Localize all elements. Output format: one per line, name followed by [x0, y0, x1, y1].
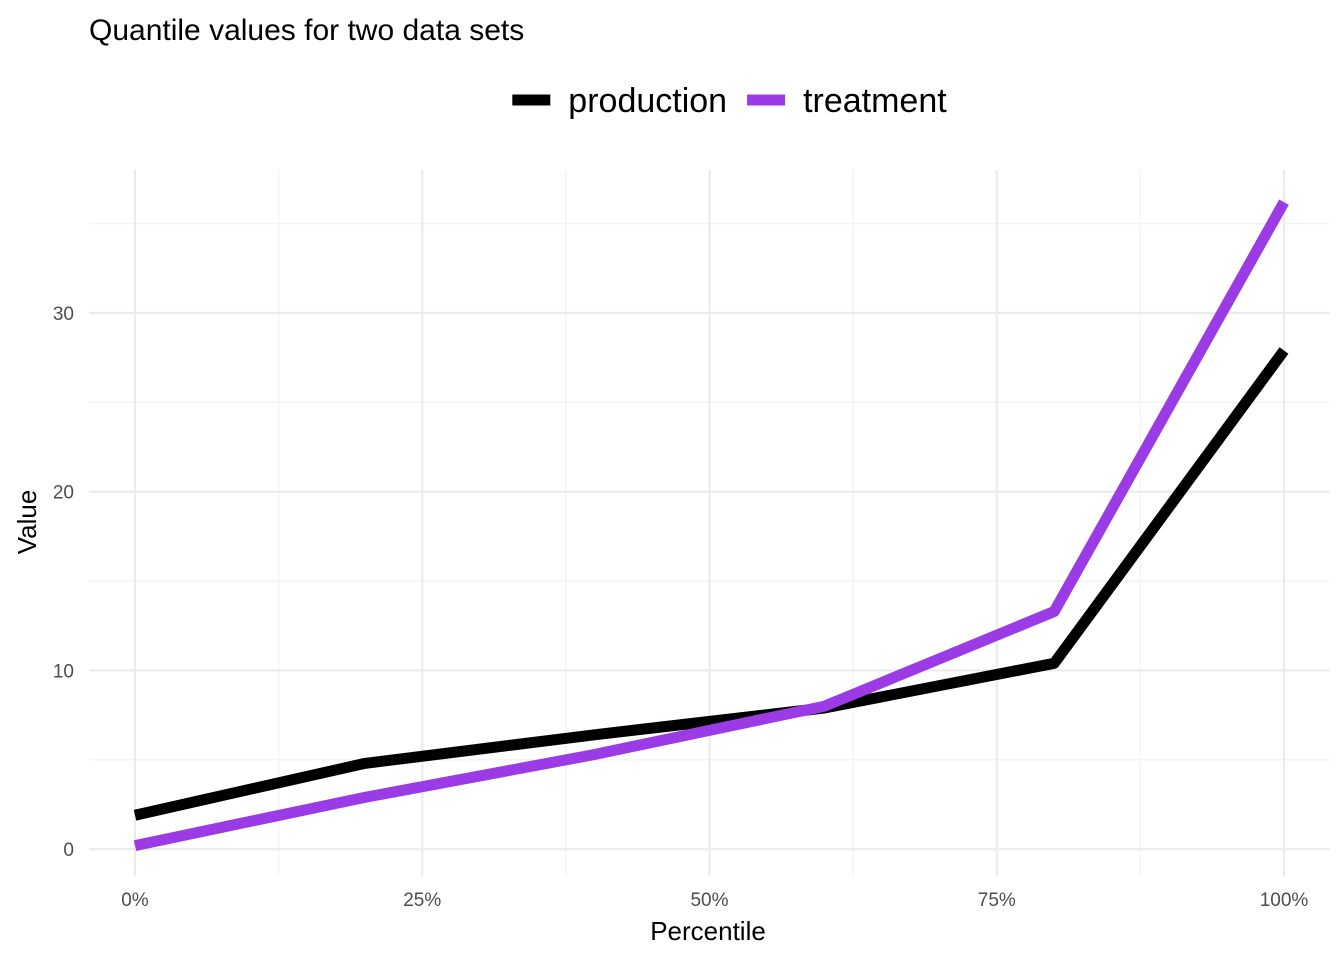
x-tick-label: 100%	[1260, 890, 1309, 911]
legend-label-treatment: treatment	[803, 82, 947, 120]
x-axis-title: Percentile	[650, 916, 766, 946]
series-lines	[133, 199, 1289, 851]
y-tick-label: 30	[53, 304, 74, 325]
y-tick-label: 0	[63, 840, 74, 861]
y-axis-title: Value	[12, 490, 42, 555]
x-tick-label: 0%	[121, 890, 149, 911]
legend-label-production: production	[568, 82, 727, 120]
x-tick-label: 25%	[403, 890, 441, 911]
x-tick-label: 75%	[978, 890, 1016, 911]
y-tick-label: 20	[53, 483, 74, 504]
chart-legend: production treatment	[512, 82, 947, 120]
x-axis-tick-labels: 0% 25% 50% 75% 100%	[121, 890, 1308, 911]
series-line-treatment	[133, 199, 1289, 851]
y-axis-tick-labels: 0 10 20 30	[53, 304, 74, 861]
y-tick-label: 10	[53, 661, 74, 682]
x-tick-label: 50%	[690, 890, 728, 911]
grid-major-lines	[89, 170, 1330, 876]
series-line-production	[133, 347, 1289, 821]
chart-title: Quantile values for two data sets	[89, 14, 524, 47]
